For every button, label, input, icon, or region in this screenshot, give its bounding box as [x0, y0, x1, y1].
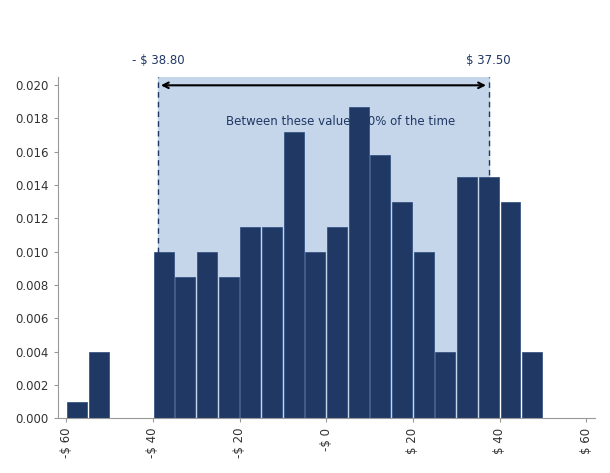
Bar — [197, 252, 217, 419]
Bar — [501, 202, 520, 419]
Text: $ 37.50: $ 37.50 — [467, 53, 511, 67]
Bar — [457, 177, 477, 419]
Bar — [479, 177, 499, 419]
Bar — [262, 227, 282, 419]
Bar — [436, 352, 456, 419]
Bar — [240, 227, 260, 419]
Bar — [154, 252, 174, 419]
Bar — [306, 252, 325, 419]
Bar — [522, 352, 542, 419]
Bar — [67, 402, 87, 419]
Bar — [88, 352, 109, 419]
Bar — [370, 155, 390, 419]
Bar — [414, 252, 434, 419]
Bar — [327, 227, 347, 419]
Bar — [392, 202, 412, 419]
Bar — [176, 277, 195, 419]
Bar — [158, 77, 489, 419]
Bar — [349, 107, 368, 419]
Bar — [284, 132, 304, 419]
Bar — [219, 277, 239, 419]
Text: - $ 38.80: - $ 38.80 — [132, 53, 184, 67]
Text: Between these values 90% of the time: Between these values 90% of the time — [226, 114, 456, 128]
